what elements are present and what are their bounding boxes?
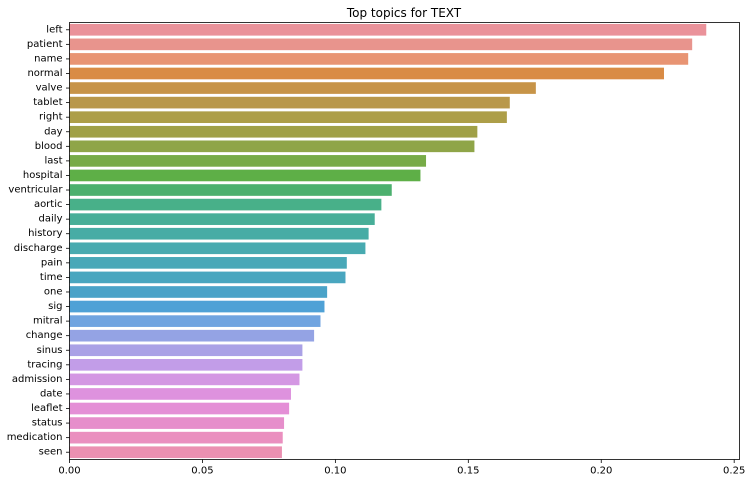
bar-left xyxy=(69,23,707,36)
bar-history xyxy=(69,227,369,240)
x-tick-label: 0.20 xyxy=(590,466,612,477)
bar-daily xyxy=(69,213,375,225)
bar-patient xyxy=(69,38,693,51)
y-tick-label: right xyxy=(39,112,63,123)
x-tick-label: 0.25 xyxy=(723,466,745,477)
y-tick-label: left xyxy=(46,24,62,35)
y-tick-label: tracing xyxy=(27,359,62,370)
y-tick-label: mitral xyxy=(33,316,62,327)
y-tick-label: tablet xyxy=(33,97,62,108)
y-tick-label: name xyxy=(34,53,62,64)
bar-day xyxy=(69,125,478,138)
bar-right xyxy=(69,111,507,124)
bar-last xyxy=(69,155,427,167)
y-tick-label: daily xyxy=(39,214,63,225)
y-tick-labels: left patient name normal valve tablet right day… xyxy=(7,24,70,458)
bar-tablet xyxy=(69,96,510,109)
bar-hospital xyxy=(69,169,421,182)
y-tick-label: time xyxy=(40,272,63,283)
y-tick-label: blood xyxy=(35,141,63,152)
y-tick-label: admission xyxy=(12,374,63,385)
bar-status xyxy=(69,417,285,429)
y-tick-label: last xyxy=(44,155,62,166)
chart-title: Top topics for TEXT xyxy=(346,6,462,20)
y-tick-label: status xyxy=(32,418,63,429)
bar-aortic xyxy=(69,198,382,211)
bar-time xyxy=(69,271,346,284)
plot-frame xyxy=(69,22,740,460)
bar-ventricular xyxy=(69,184,392,196)
bar-seen xyxy=(69,446,282,459)
x-tick-label: 0.00 xyxy=(58,466,80,477)
x-tick-label: 0.15 xyxy=(457,466,479,477)
bar-change xyxy=(69,329,315,342)
y-tick-label: discharge xyxy=(14,243,63,254)
y-tick-label: valve xyxy=(36,83,63,94)
y-tick-label: change xyxy=(26,330,63,341)
y-tick-label: seen xyxy=(39,447,63,458)
bar-one xyxy=(69,286,328,298)
y-tick-label: date xyxy=(40,388,63,399)
bar-tracing xyxy=(69,358,303,371)
y-tick-label: one xyxy=(44,286,63,297)
bar-discharge xyxy=(69,242,366,255)
x-ticks: 0.00 0.05 0.10 0.15 0.20 0.25 xyxy=(58,459,745,477)
bar-name xyxy=(69,53,689,65)
y-tick-label: sig xyxy=(48,301,62,312)
y-tick-label: sinus xyxy=(37,345,63,356)
bar-mitral xyxy=(69,315,321,327)
bar-valve xyxy=(69,82,536,94)
y-tick-label: history xyxy=(28,228,62,239)
bar-date xyxy=(69,388,291,400)
bars-group xyxy=(69,23,707,459)
bar-admission xyxy=(69,373,300,386)
bar-pain xyxy=(69,257,347,269)
y-tick-label: hospital xyxy=(23,170,63,181)
bar-blood xyxy=(69,140,475,153)
y-tick-label: day xyxy=(44,126,62,137)
bar-normal xyxy=(69,67,664,80)
y-tick-label: patient xyxy=(27,39,63,50)
y-tick-label: leaflet xyxy=(31,403,63,414)
y-tick-label: medication xyxy=(7,432,63,443)
y-tick-label: pain xyxy=(41,257,63,268)
bar-leaflet xyxy=(69,402,290,415)
x-tick-label: 0.05 xyxy=(191,466,213,477)
bar-sinus xyxy=(69,344,303,357)
bar-medication xyxy=(69,431,283,444)
y-tick-label: aortic xyxy=(34,199,63,210)
bar-sig xyxy=(69,300,325,313)
x-tick-label: 0.10 xyxy=(324,466,346,477)
y-tick-label: normal xyxy=(27,68,62,79)
y-tick-label: ventricular xyxy=(8,185,63,196)
